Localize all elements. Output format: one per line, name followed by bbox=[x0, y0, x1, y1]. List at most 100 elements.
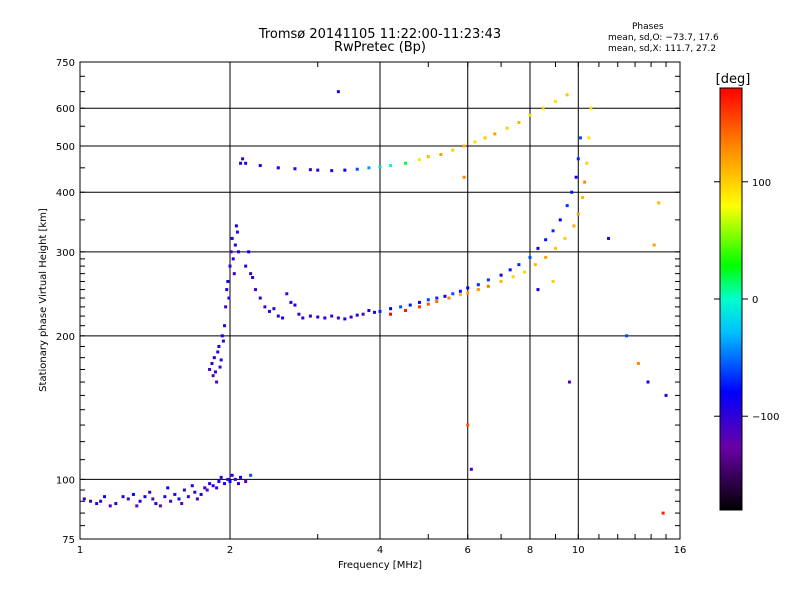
x-tick-label: 6 bbox=[465, 545, 471, 556]
data-point bbox=[108, 504, 112, 508]
data-point bbox=[499, 273, 503, 277]
data-points bbox=[82, 90, 668, 515]
data-point bbox=[553, 99, 557, 103]
data-point bbox=[458, 289, 462, 293]
data-point bbox=[241, 157, 245, 161]
data-point bbox=[221, 339, 225, 343]
data-point bbox=[473, 140, 477, 144]
data-point bbox=[403, 308, 407, 312]
data-point bbox=[576, 157, 580, 161]
data-point bbox=[308, 168, 312, 172]
data-point bbox=[652, 243, 656, 247]
data-point bbox=[308, 314, 312, 318]
data-point bbox=[138, 499, 142, 503]
data-point bbox=[229, 250, 233, 254]
data-point bbox=[158, 504, 162, 508]
data-point bbox=[121, 495, 125, 499]
data-point bbox=[216, 350, 220, 354]
data-point bbox=[367, 166, 371, 170]
data-point bbox=[661, 511, 665, 515]
data-point bbox=[408, 303, 412, 307]
data-point bbox=[289, 300, 293, 304]
data-point bbox=[587, 136, 591, 140]
data-point bbox=[417, 305, 421, 309]
data-point bbox=[151, 497, 155, 501]
y-tick-label: 300 bbox=[56, 248, 75, 259]
data-point bbox=[664, 393, 668, 397]
data-point bbox=[517, 263, 521, 267]
data-point bbox=[389, 164, 393, 168]
data-point bbox=[589, 106, 593, 110]
data-point bbox=[223, 482, 227, 486]
data-point bbox=[499, 279, 503, 283]
data-point bbox=[355, 313, 359, 317]
data-point bbox=[330, 169, 334, 173]
data-point bbox=[349, 315, 353, 319]
data-point bbox=[373, 310, 377, 314]
data-point bbox=[230, 473, 234, 477]
phases-x-stats: mean, sd,X: 111.7, 27.2 bbox=[608, 44, 717, 54]
data-point bbox=[205, 488, 209, 492]
data-point bbox=[249, 473, 253, 477]
data-point bbox=[247, 250, 251, 254]
data-point bbox=[316, 315, 320, 319]
data-point bbox=[163, 495, 167, 499]
data-point bbox=[417, 300, 421, 304]
data-point bbox=[293, 303, 297, 307]
x-tick-label: 4 bbox=[377, 545, 383, 556]
colorbar-tick-label: 100 bbox=[752, 178, 771, 189]
data-point bbox=[505, 126, 509, 130]
data-point bbox=[236, 482, 240, 486]
data-point bbox=[114, 502, 118, 506]
data-point bbox=[533, 263, 537, 267]
data-point bbox=[607, 236, 611, 240]
data-point bbox=[236, 250, 240, 254]
data-point bbox=[249, 272, 253, 276]
data-point bbox=[426, 302, 430, 306]
data-point bbox=[177, 497, 181, 501]
data-point bbox=[267, 309, 271, 313]
data-point bbox=[195, 497, 199, 501]
data-point bbox=[544, 255, 548, 259]
y-tick-label: 500 bbox=[56, 142, 75, 153]
data-point bbox=[95, 502, 99, 506]
y-axis-label: Stationary phase Virtual Height [km] bbox=[38, 208, 49, 392]
data-point bbox=[199, 492, 203, 496]
data-point bbox=[336, 316, 340, 320]
x-tick-label: 16 bbox=[674, 545, 687, 556]
data-point bbox=[208, 482, 212, 486]
data-point bbox=[276, 314, 280, 318]
data-point bbox=[208, 367, 212, 371]
data-point bbox=[226, 477, 230, 481]
data-point bbox=[244, 161, 248, 165]
data-point bbox=[297, 312, 301, 316]
data-point bbox=[403, 161, 407, 165]
data-point bbox=[330, 314, 334, 318]
data-point bbox=[173, 492, 177, 496]
data-point bbox=[224, 305, 228, 309]
data-point bbox=[215, 486, 219, 490]
data-point bbox=[263, 305, 267, 309]
data-point bbox=[203, 486, 207, 490]
data-point bbox=[220, 334, 224, 338]
data-point bbox=[636, 361, 640, 365]
data-point bbox=[462, 175, 466, 179]
grid-lines bbox=[80, 62, 680, 539]
data-point bbox=[417, 158, 421, 162]
data-point bbox=[565, 93, 569, 97]
data-point bbox=[399, 305, 403, 309]
data-point bbox=[82, 497, 86, 501]
phases-heading: Phases bbox=[632, 22, 664, 32]
colorbar-tick-label: 0 bbox=[752, 295, 758, 306]
data-point bbox=[169, 499, 173, 503]
data-point bbox=[276, 166, 280, 170]
data-point bbox=[469, 467, 473, 471]
data-point bbox=[231, 257, 235, 261]
data-point bbox=[389, 312, 393, 316]
data-point bbox=[227, 296, 231, 300]
data-point bbox=[551, 279, 555, 283]
x-tick-label: 1 bbox=[77, 545, 83, 556]
data-point bbox=[462, 144, 466, 148]
data-point bbox=[486, 278, 490, 282]
data-point bbox=[301, 316, 305, 320]
